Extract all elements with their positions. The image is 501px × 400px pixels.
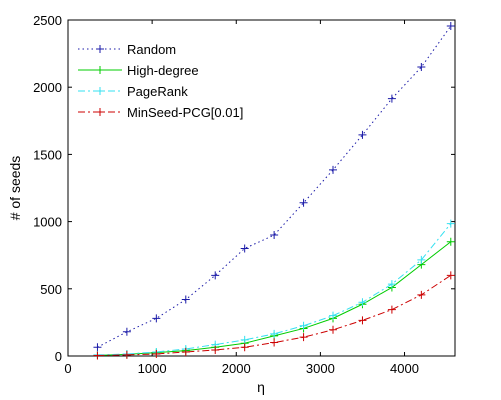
data-point-marker	[93, 343, 102, 352]
data-point-marker	[152, 314, 161, 323]
data-point-marker	[181, 295, 190, 304]
data-point-marker	[446, 237, 455, 246]
legend-entry-2: PageRank	[127, 84, 188, 99]
data-point-marker	[387, 280, 396, 289]
data-point-marker	[329, 311, 338, 320]
data-point-marker	[211, 345, 220, 354]
data-point-marker	[446, 219, 455, 228]
data-point-marker	[417, 63, 426, 72]
data-point-marker	[329, 325, 338, 334]
data-point-marker	[211, 271, 220, 280]
data-point-marker	[446, 22, 455, 31]
data-point-marker	[270, 338, 279, 347]
data-point-marker	[93, 351, 102, 360]
legend-entry-3: MinSeed-PCG[0.01]	[127, 105, 243, 120]
data-point-marker	[181, 347, 190, 356]
data-point-marker	[446, 271, 455, 280]
data-point-marker	[122, 350, 131, 359]
data-point-marker	[240, 244, 249, 253]
y-tick-label: 500	[40, 282, 62, 297]
data-point-marker	[240, 343, 249, 352]
legend-marker	[96, 66, 104, 74]
data-point-marker	[299, 321, 308, 330]
legend-marker	[96, 108, 104, 116]
y-tick-label: 0	[55, 349, 62, 364]
plot-area	[67, 19, 456, 357]
data-point-marker	[417, 255, 426, 264]
data-point-marker	[329, 165, 338, 174]
x-tick-label: 0	[64, 361, 71, 376]
data-point-marker	[270, 329, 279, 338]
x-tick-label: 2000	[222, 361, 251, 376]
data-point-marker	[270, 231, 279, 240]
y-tick-label: 2000	[33, 80, 62, 95]
data-point-marker	[387, 94, 396, 103]
legend-marker	[96, 87, 104, 95]
data-point-marker	[358, 298, 367, 307]
y-tick-label: 1000	[33, 215, 62, 230]
data-point-marker	[240, 335, 249, 344]
legend-entry-1: High-degree	[127, 63, 199, 78]
data-point-marker	[358, 130, 367, 139]
data-point-marker	[299, 333, 308, 342]
x-tick-label: 3000	[306, 361, 335, 376]
data-point-marker	[387, 305, 396, 314]
data-point-marker	[122, 327, 131, 336]
data-point-marker	[152, 349, 161, 358]
data-point-marker	[299, 198, 308, 207]
data-point-marker	[358, 316, 367, 325]
x-tick-label: 4000	[390, 361, 419, 376]
y-axis-label: # of seeds	[7, 156, 23, 221]
legend-entry-0: Random	[127, 42, 176, 57]
x-axis-label: η	[257, 379, 265, 395]
data-point-marker	[417, 290, 426, 299]
y-tick-label: 2500	[33, 13, 62, 28]
legend-marker	[96, 45, 104, 53]
x-tick-label: 1000	[138, 361, 167, 376]
y-tick-label: 1500	[33, 147, 62, 162]
